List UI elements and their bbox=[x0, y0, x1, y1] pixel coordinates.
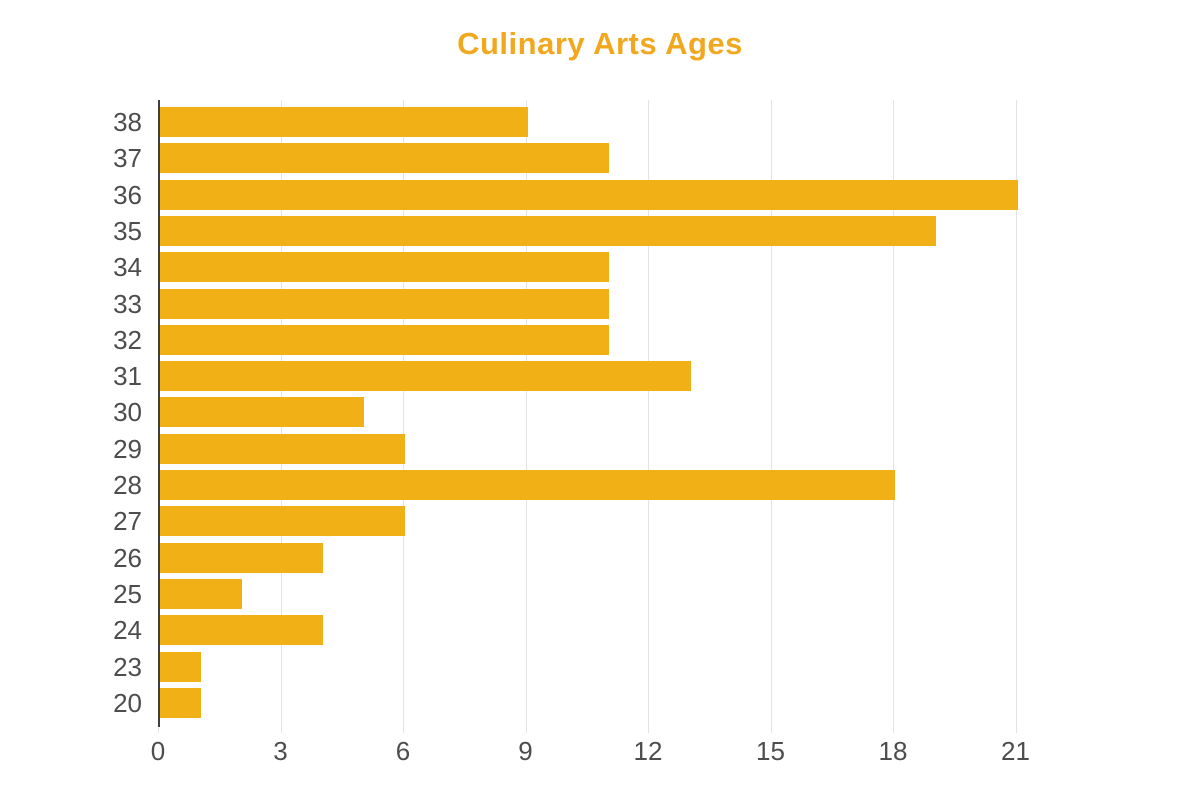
bar-age-28 bbox=[160, 470, 895, 500]
x-axis-tick-label-15: 15 bbox=[756, 736, 785, 766]
bar-age-32 bbox=[160, 324, 610, 355]
x-axis-tick-label-12: 12 bbox=[633, 736, 663, 766]
x-axis-tick-label-3: 3 bbox=[273, 736, 288, 766]
x-axis-tick-label-0: 0 bbox=[150, 736, 166, 766]
bar-age-24 bbox=[160, 615, 324, 646]
bar-age-34 bbox=[160, 252, 610, 283]
x-axis-tick-label-18: 18 bbox=[878, 736, 908, 766]
x-axis-tick-label-21: 21 bbox=[1001, 736, 1030, 766]
y-axis-label-36: 36 bbox=[113, 179, 142, 210]
y-axis-label-30: 30 bbox=[113, 397, 142, 428]
bar-age-31 bbox=[160, 361, 691, 392]
y-axis-label-33: 33 bbox=[113, 288, 142, 319]
y-axis-line bbox=[158, 100, 160, 727]
y-axis-label-25: 25 bbox=[113, 578, 142, 609]
y-axis-label-24: 24 bbox=[113, 615, 142, 646]
y-axis-label-20: 20 bbox=[113, 687, 142, 718]
x-axis-tick-label-9: 9 bbox=[518, 736, 533, 766]
y-axis-label-38: 38 bbox=[113, 107, 142, 137]
x-axis-labels: 0 3 6 9 12 15 18 21 bbox=[151, 736, 1138, 770]
y-axis-label-29: 29 bbox=[113, 433, 142, 464]
bar-age-30 bbox=[160, 397, 365, 428]
y-axis-labels: 38 37 36 35 34 33 32 31 30 29 28 27 26 25 24 23 20 bbox=[0, 100, 142, 733]
gridline bbox=[770, 100, 772, 733]
bar-age-20 bbox=[160, 687, 201, 718]
gridline bbox=[403, 100, 404, 733]
chart-title: Culinary Arts Ages bbox=[457, 26, 743, 61]
gridline bbox=[525, 100, 527, 733]
bar-age-37 bbox=[160, 143, 610, 174]
y-axis-label-32: 32 bbox=[113, 324, 142, 355]
gridline bbox=[1015, 100, 1017, 733]
gridline bbox=[648, 100, 649, 733]
y-axis-label-35: 35 bbox=[113, 215, 142, 246]
gridline bbox=[893, 100, 894, 733]
y-axis-label-31: 31 bbox=[113, 361, 142, 392]
bar-age-27 bbox=[160, 506, 405, 537]
x-axis-tick-label-6: 6 bbox=[395, 736, 411, 766]
bar-age-36 bbox=[160, 179, 1018, 210]
y-axis-label-23: 23 bbox=[113, 651, 142, 682]
y-axis-label-34: 34 bbox=[113, 252, 142, 283]
bar-age-29 bbox=[160, 433, 405, 464]
y-axis-label-28: 28 bbox=[113, 470, 142, 500]
y-axis-label-37: 37 bbox=[113, 143, 142, 174]
bar-age-38 bbox=[160, 107, 528, 137]
bar-age-25 bbox=[160, 578, 242, 609]
bar-age-33 bbox=[160, 288, 610, 319]
bar-age-35 bbox=[160, 215, 936, 246]
y-axis-label-26: 26 bbox=[113, 542, 142, 573]
bar-age-23 bbox=[160, 651, 201, 682]
bar-age-26 bbox=[160, 542, 324, 573]
y-axis-label-27: 27 bbox=[113, 506, 142, 537]
plot-area bbox=[158, 100, 1138, 733]
